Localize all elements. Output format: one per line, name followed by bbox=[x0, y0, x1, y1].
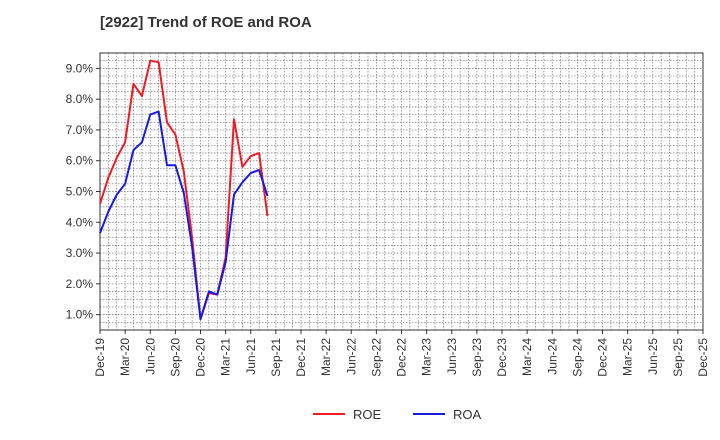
y-axis-ticks: 1.0% 2.0% 3.0% 4.0% 5.0% 6.0% 7.0% 8.0% 9.0% bbox=[66, 61, 100, 322]
x-tick-label: Dec-22 bbox=[395, 338, 409, 377]
chart-title: [2922] Trend of ROE and ROA bbox=[100, 14, 312, 31]
x-tick-label: Sep-21 bbox=[269, 338, 283, 377]
x-tick-label: Jun-22 bbox=[344, 338, 358, 375]
y-tick-label: 7.0% bbox=[66, 123, 94, 137]
legend-label-roe: ROE bbox=[353, 407, 382, 422]
series-line-roe bbox=[99, 59, 269, 321]
x-tick-label: Jun-24 bbox=[545, 338, 559, 375]
x-tick-label: Dec-19 bbox=[93, 338, 107, 377]
y-tick-label: 4.0% bbox=[66, 215, 94, 229]
x-tick-label: Dec-20 bbox=[194, 338, 208, 377]
x-tick-label: Sep-23 bbox=[470, 338, 484, 377]
y-tick-label: 2.0% bbox=[66, 277, 94, 291]
grid-lines bbox=[100, 53, 703, 330]
x-tick-label: Sep-22 bbox=[369, 338, 383, 377]
x-tick-label: Mar-22 bbox=[319, 338, 333, 376]
x-axis-ticks: Dec-19 Mar-20 Jun-20 Sep-20 Dec-20 Mar-21 Jun-… bbox=[93, 330, 710, 377]
legend: ROE ROA bbox=[313, 407, 482, 422]
x-tick-label: Dec-21 bbox=[294, 338, 308, 377]
x-tick-label: Mar-25 bbox=[621, 338, 635, 376]
y-tick-label: 3.0% bbox=[66, 246, 94, 260]
x-tick-label: Jun-25 bbox=[646, 338, 660, 375]
x-tick-label: Mar-24 bbox=[520, 338, 534, 376]
x-tick-label: Dec-25 bbox=[696, 338, 710, 377]
x-tick-label: Mar-20 bbox=[118, 338, 132, 376]
x-tick-label: Sep-25 bbox=[671, 338, 685, 377]
y-tick-label: 9.0% bbox=[66, 61, 94, 75]
x-tick-label: Mar-23 bbox=[420, 338, 434, 376]
x-tick-label: Sep-24 bbox=[570, 338, 584, 377]
x-tick-label: Jun-21 bbox=[244, 338, 258, 375]
x-tick-label: Dec-23 bbox=[495, 338, 509, 377]
y-tick-label: 6.0% bbox=[66, 154, 94, 168]
x-tick-label: Dec-24 bbox=[596, 338, 610, 377]
series-line-roa bbox=[99, 110, 269, 321]
x-tick-label: Jun-23 bbox=[445, 338, 459, 375]
legend-label-roa: ROA bbox=[453, 407, 482, 422]
x-tick-label: Mar-21 bbox=[219, 338, 233, 376]
y-tick-label: 5.0% bbox=[66, 185, 94, 199]
x-tick-label: Sep-20 bbox=[168, 338, 182, 377]
x-tick-label: Jun-20 bbox=[143, 338, 157, 375]
series-lines bbox=[99, 59, 269, 321]
y-tick-label: 8.0% bbox=[66, 92, 94, 106]
y-tick-label: 1.0% bbox=[66, 308, 94, 322]
